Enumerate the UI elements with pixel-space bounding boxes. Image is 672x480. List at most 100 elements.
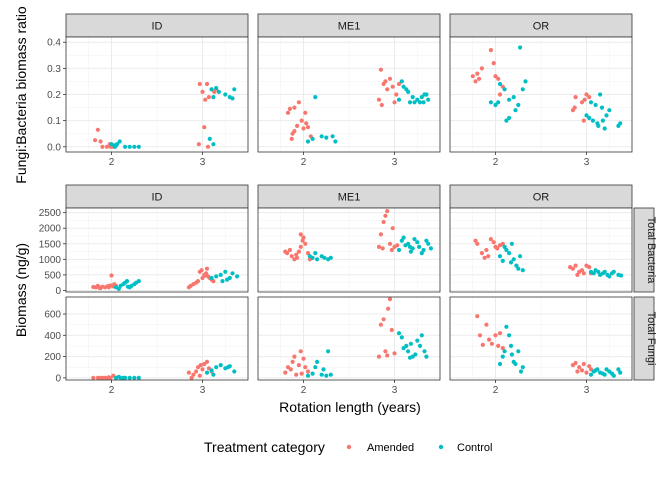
y-tick-label: 0.3 [47, 64, 61, 75]
data-point-control [324, 135, 329, 140]
y-tick-label: 0 [55, 373, 61, 384]
data-point-control [310, 136, 315, 141]
facet-panel [257, 36, 441, 153]
data-point-amended [488, 237, 493, 242]
panel-border [257, 207, 441, 293]
data-point-control [211, 372, 216, 377]
data-point-amended [285, 110, 291, 115]
data-point-control [602, 126, 607, 131]
data-point-control [488, 100, 493, 105]
data-point-amended [484, 322, 489, 327]
row-strip-label: Total Bacteria [645, 217, 657, 285]
data-point-amended [287, 247, 292, 253]
data-point-control [426, 241, 431, 246]
top-y-axis-title: Fungi:Bacteria biomass ratio [13, 6, 29, 184]
y-tick-label: 0 [55, 286, 61, 297]
data-point-control [232, 369, 237, 374]
data-point-amended [301, 235, 306, 240]
data-point-amended [579, 268, 585, 273]
data-point-control [207, 136, 212, 141]
data-point-control [321, 367, 326, 372]
data-point-control [211, 95, 216, 100]
data-point-control [235, 274, 240, 279]
data-point-amended [295, 255, 300, 260]
data-point-control [611, 373, 616, 378]
data-point-control [588, 372, 594, 377]
data-point-control [596, 269, 601, 274]
data-point-control [396, 247, 402, 253]
data-point-amended [298, 244, 303, 249]
data-point-amended [93, 138, 98, 143]
y-tick-label: 0.0 [47, 142, 61, 153]
data-point-amended [575, 369, 580, 374]
data-point-control [419, 95, 424, 100]
data-point-amended [383, 79, 388, 84]
data-point-control [214, 85, 219, 91]
data-point-amended [378, 67, 383, 72]
data-point-control [500, 258, 505, 263]
data-point-amended [203, 97, 208, 102]
data-point-amended [495, 246, 500, 251]
data-point-control [313, 251, 318, 256]
data-point-control [313, 95, 318, 100]
data-point-amended [204, 359, 210, 364]
data-point-control [315, 359, 320, 364]
data-point-control [516, 102, 521, 108]
data-point-control [415, 97, 420, 102]
data-point-control [401, 84, 406, 89]
data-point-control [322, 255, 327, 260]
data-point-control [424, 238, 429, 243]
data-point-control [520, 365, 525, 370]
data-point-control [508, 343, 514, 348]
data-point-amended [385, 209, 390, 214]
data-point-control [599, 105, 605, 110]
data-point-amended [392, 351, 397, 356]
data-point-amended [106, 375, 111, 380]
data-point-amended [395, 243, 400, 248]
x-tick-label: 3 [584, 385, 590, 396]
data-point-control [504, 247, 509, 253]
data-point-amended [203, 273, 208, 278]
data-point-amended [376, 244, 382, 249]
data-point-control [607, 108, 612, 113]
data-point-amended [390, 226, 395, 231]
data-point-control [319, 134, 324, 139]
x-tick-label: 2 [301, 157, 307, 168]
data-point-control [315, 257, 320, 262]
data-point-amended [396, 81, 402, 87]
data-point-amended [186, 370, 191, 375]
panels-layer: ID ME1 OR 2 3 2 3 2 3 0.0 0.1 0.2 0.3 0.4 ID ME1 OR 0 500 1… [39, 13, 657, 396]
data-point-control [326, 349, 331, 354]
data-point-amended [392, 100, 397, 105]
data-point-control [424, 92, 429, 97]
data-point-control [123, 375, 128, 380]
data-point-control [587, 115, 592, 121]
data-point-control [504, 118, 509, 123]
data-point-amended [204, 266, 210, 271]
data-point-amended [383, 213, 388, 218]
data-point-control [593, 102, 598, 108]
data-point-control [590, 118, 596, 123]
data-point-control [520, 87, 525, 92]
data-point-control [516, 349, 521, 354]
data-point-amended [386, 306, 391, 311]
data-point-amended [497, 331, 503, 336]
data-point-amended [299, 371, 304, 376]
x-tick-label: 2 [109, 157, 115, 168]
legend-label-amended: Amended [367, 442, 414, 454]
y-tick-label: 400 [44, 331, 61, 342]
data-point-control [136, 279, 141, 284]
data-point-control [116, 286, 121, 291]
data-point-control [516, 266, 521, 271]
legend-title: Treatment category [204, 439, 325, 455]
x-tick-label: 3 [392, 157, 398, 168]
panel-border [449, 296, 633, 381]
data-point-amended [200, 367, 205, 372]
data-point-control [500, 354, 505, 359]
data-point-control [493, 102, 498, 108]
data-point-amended [473, 79, 478, 84]
data-point-control [419, 333, 424, 338]
data-point-control [496, 100, 501, 105]
data-point-amended [378, 322, 383, 327]
facet-panel [65, 296, 249, 381]
